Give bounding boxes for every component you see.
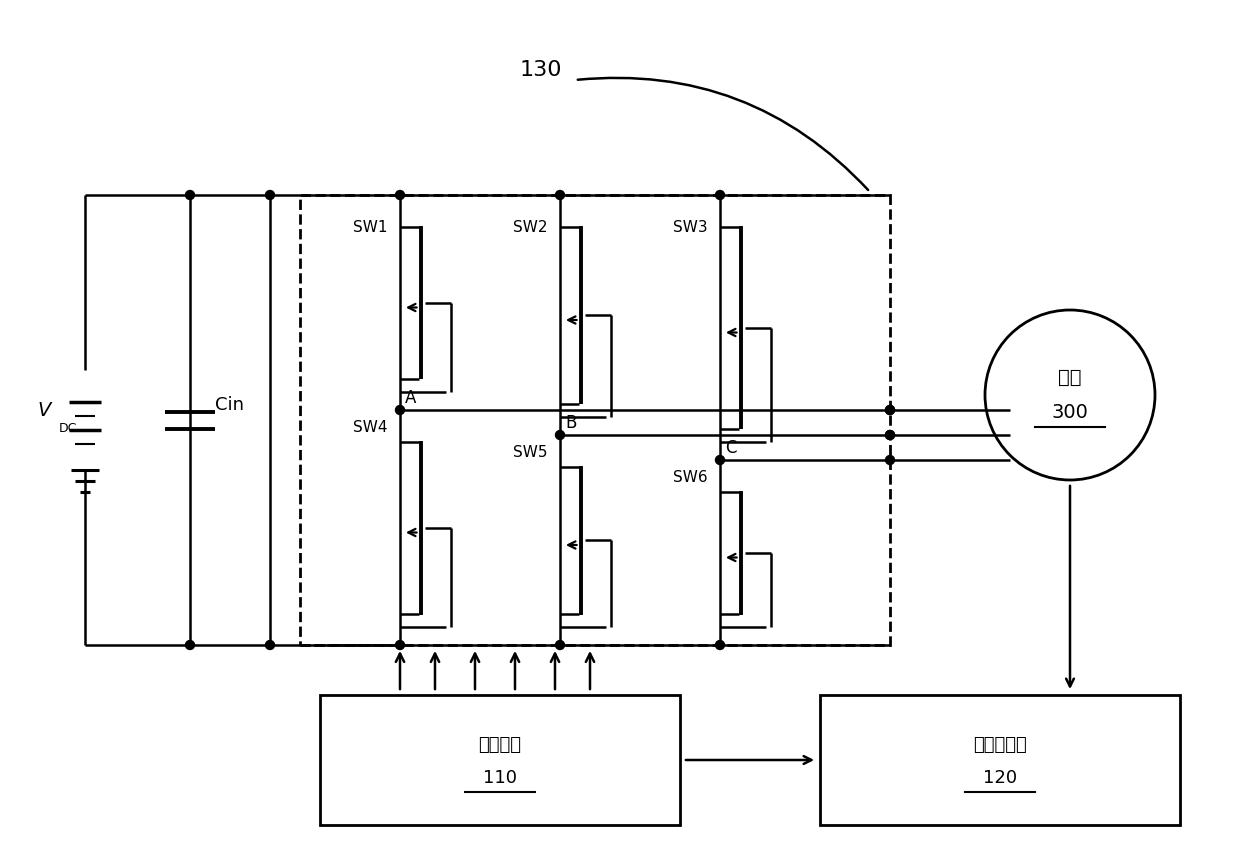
Text: 110: 110 bbox=[484, 769, 517, 787]
Text: Cin: Cin bbox=[216, 396, 244, 414]
Circle shape bbox=[885, 431, 894, 439]
Circle shape bbox=[396, 190, 404, 200]
Circle shape bbox=[556, 431, 564, 439]
Circle shape bbox=[265, 190, 274, 200]
Circle shape bbox=[556, 640, 564, 650]
Text: SW4: SW4 bbox=[353, 420, 388, 435]
Text: DC: DC bbox=[58, 421, 77, 434]
Circle shape bbox=[885, 406, 894, 414]
Text: 130: 130 bbox=[520, 60, 563, 80]
Circle shape bbox=[186, 190, 195, 200]
Bar bbox=[320, 695, 680, 825]
Circle shape bbox=[396, 640, 404, 650]
Text: 300: 300 bbox=[1052, 403, 1089, 422]
Circle shape bbox=[265, 640, 274, 650]
Text: SW3: SW3 bbox=[673, 220, 708, 235]
Text: SW2: SW2 bbox=[513, 220, 548, 235]
Text: 电机: 电机 bbox=[1058, 368, 1081, 387]
Circle shape bbox=[556, 190, 564, 200]
Text: 120: 120 bbox=[983, 769, 1017, 787]
Circle shape bbox=[885, 456, 894, 465]
Text: SW5: SW5 bbox=[513, 445, 548, 460]
Circle shape bbox=[396, 406, 404, 414]
Text: SW6: SW6 bbox=[673, 470, 708, 485]
Text: B: B bbox=[565, 414, 577, 432]
Circle shape bbox=[885, 431, 894, 439]
Text: A: A bbox=[405, 389, 417, 407]
Text: 位置传感器: 位置传感器 bbox=[973, 736, 1027, 754]
Circle shape bbox=[186, 640, 195, 650]
Circle shape bbox=[715, 456, 724, 465]
Bar bbox=[300, 195, 890, 645]
Text: $V$: $V$ bbox=[37, 400, 53, 420]
Text: C: C bbox=[725, 439, 737, 457]
Bar bbox=[820, 695, 1180, 825]
Circle shape bbox=[885, 406, 894, 414]
Circle shape bbox=[715, 190, 724, 200]
Text: SW1: SW1 bbox=[353, 220, 388, 235]
Circle shape bbox=[715, 640, 724, 650]
FancyArrowPatch shape bbox=[578, 78, 868, 190]
Text: 控制电路: 控制电路 bbox=[479, 736, 522, 754]
